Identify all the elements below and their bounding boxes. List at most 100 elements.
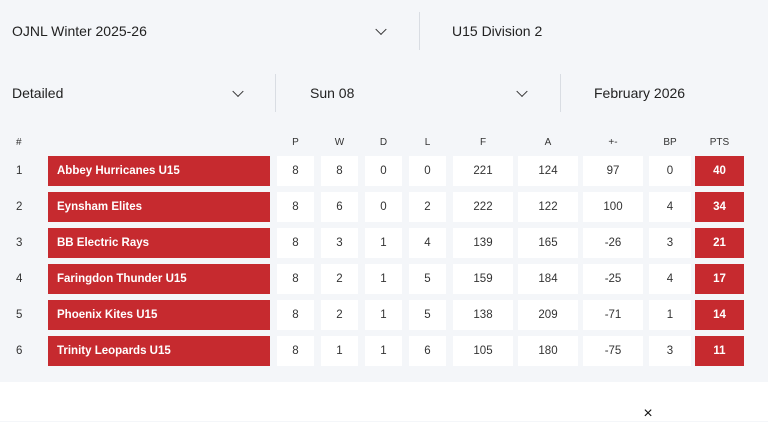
drawn-cell: 0 bbox=[365, 156, 402, 186]
difference-cell: 97 bbox=[583, 156, 643, 186]
points-cell: 17 bbox=[695, 264, 744, 294]
rank-cell: 6 bbox=[16, 345, 23, 357]
difference-cell: 100 bbox=[583, 192, 643, 222]
difference-cell: -75 bbox=[583, 336, 643, 366]
view-select-label: Detailed bbox=[12, 85, 64, 101]
played-cell: 8 bbox=[277, 156, 314, 186]
team-name-cell[interactable]: Eynsham Elites bbox=[48, 192, 270, 222]
drawn-cell: 1 bbox=[365, 336, 402, 366]
month-select[interactable]: February 2026 bbox=[582, 62, 768, 124]
header-against: A bbox=[544, 137, 552, 148]
header-drawn: D bbox=[379, 137, 388, 148]
lost-cell: 2 bbox=[409, 192, 446, 222]
against-cell: 124 bbox=[518, 156, 578, 186]
rank-cell: 5 bbox=[16, 309, 23, 321]
played-cell: 8 bbox=[277, 192, 314, 222]
bonus-points-cell: 4 bbox=[649, 192, 691, 222]
lost-cell: 4 bbox=[409, 228, 446, 258]
won-cell: 8 bbox=[321, 156, 358, 186]
lost-cell: 5 bbox=[409, 264, 446, 294]
for-cell: 159 bbox=[453, 264, 513, 294]
table-row[interactable]: 4 Faringdon Thunder U15 8 2 1 5 159 184 -25 4 17 bbox=[0, 262, 768, 298]
team-name-cell[interactable]: BB Electric Rays bbox=[48, 228, 270, 258]
header-points: PTS bbox=[709, 137, 730, 148]
divider bbox=[275, 74, 276, 112]
lost-cell: 6 bbox=[409, 336, 446, 366]
rank-cell: 1 bbox=[16, 165, 23, 177]
team-name-cell[interactable]: Faringdon Thunder U15 bbox=[48, 264, 270, 294]
won-cell: 2 bbox=[321, 300, 358, 330]
divider bbox=[419, 12, 420, 50]
header-bonus-points: BP bbox=[663, 137, 677, 148]
drawn-cell: 1 bbox=[365, 264, 402, 294]
difference-cell: -71 bbox=[583, 300, 643, 330]
drawn-cell: 1 bbox=[365, 300, 402, 330]
for-cell: 138 bbox=[453, 300, 513, 330]
view-select[interactable]: Detailed bbox=[0, 62, 260, 124]
close-icon[interactable]: × bbox=[643, 405, 653, 422]
team-name-cell[interactable]: Trinity Leopards U15 bbox=[48, 336, 270, 366]
points-cell: 21 bbox=[695, 228, 744, 258]
points-cell: 11 bbox=[695, 336, 744, 366]
header-won: W bbox=[334, 137, 345, 148]
against-cell: 209 bbox=[518, 300, 578, 330]
won-cell: 6 bbox=[321, 192, 358, 222]
filter-row-top: OJNL Winter 2025-26 U15 Division 2 bbox=[0, 0, 768, 62]
table-header: # P W D L F A +- BP PTS bbox=[0, 134, 768, 154]
rank-cell: 4 bbox=[16, 273, 23, 285]
table-row[interactable]: 6 Trinity Leopards U15 8 1 1 6 105 180 -75 3 11 bbox=[0, 334, 768, 370]
footer-area bbox=[0, 382, 768, 421]
bonus-points-cell: 0 bbox=[649, 156, 691, 186]
against-cell: 180 bbox=[518, 336, 578, 366]
drawn-cell: 0 bbox=[365, 192, 402, 222]
lost-cell: 0 bbox=[409, 156, 446, 186]
season-select-label: OJNL Winter 2025-26 bbox=[12, 23, 147, 39]
rank-cell: 3 bbox=[16, 237, 23, 249]
filter-row-bottom: Detailed Sun 08 February 2026 bbox=[0, 62, 768, 124]
month-select-label: February 2026 bbox=[594, 85, 686, 101]
won-cell: 3 bbox=[321, 228, 358, 258]
divider bbox=[560, 74, 561, 112]
bonus-points-cell: 3 bbox=[649, 228, 691, 258]
played-cell: 8 bbox=[277, 300, 314, 330]
played-cell: 8 bbox=[277, 264, 314, 294]
for-cell: 221 bbox=[453, 156, 513, 186]
against-cell: 184 bbox=[518, 264, 578, 294]
played-cell: 8 bbox=[277, 228, 314, 258]
table-row[interactable]: 5 Phoenix Kites U15 8 2 1 5 138 209 -71 1 14 bbox=[0, 298, 768, 334]
header-played: P bbox=[292, 137, 299, 148]
table-row[interactable]: 2 Eynsham Elites 8 6 0 2 222 122 100 4 34 bbox=[0, 190, 768, 226]
table-row[interactable]: 3 BB Electric Rays 8 3 1 4 139 165 -26 3 21 bbox=[0, 226, 768, 262]
against-cell: 122 bbox=[518, 192, 578, 222]
table-row[interactable]: 1 Abbey Hurricanes U15 8 8 0 0 221 124 97 0 40 bbox=[0, 154, 768, 190]
chevron-down-icon bbox=[375, 23, 387, 36]
points-cell: 34 bbox=[695, 192, 744, 222]
header-lost: L bbox=[424, 137, 431, 148]
points-cell: 40 bbox=[695, 156, 744, 186]
bonus-points-cell: 4 bbox=[649, 264, 691, 294]
header-difference: +- bbox=[608, 137, 618, 148]
for-cell: 222 bbox=[453, 192, 513, 222]
division-select-label: U15 Division 2 bbox=[452, 23, 543, 39]
won-cell: 1 bbox=[321, 336, 358, 366]
season-select[interactable]: OJNL Winter 2025-26 bbox=[0, 0, 400, 62]
bonus-points-cell: 1 bbox=[649, 300, 691, 330]
lost-cell: 5 bbox=[409, 300, 446, 330]
against-cell: 165 bbox=[518, 228, 578, 258]
header-for: F bbox=[479, 137, 487, 148]
header-rank: # bbox=[16, 137, 22, 148]
difference-cell: -25 bbox=[583, 264, 643, 294]
played-cell: 8 bbox=[277, 336, 314, 366]
bonus-points-cell: 3 bbox=[649, 336, 691, 366]
day-select-label: Sun 08 bbox=[310, 85, 355, 101]
team-name-cell[interactable]: Phoenix Kites U15 bbox=[48, 300, 270, 330]
points-cell: 14 bbox=[695, 300, 744, 330]
won-cell: 2 bbox=[321, 264, 358, 294]
for-cell: 139 bbox=[453, 228, 513, 258]
difference-cell: -26 bbox=[583, 228, 643, 258]
chevron-down-icon bbox=[516, 85, 528, 98]
team-name-cell[interactable]: Abbey Hurricanes U15 bbox=[48, 156, 270, 186]
drawn-cell: 1 bbox=[365, 228, 402, 258]
day-select[interactable]: Sun 08 bbox=[298, 62, 543, 124]
division-select[interactable]: U15 Division 2 bbox=[440, 0, 768, 62]
